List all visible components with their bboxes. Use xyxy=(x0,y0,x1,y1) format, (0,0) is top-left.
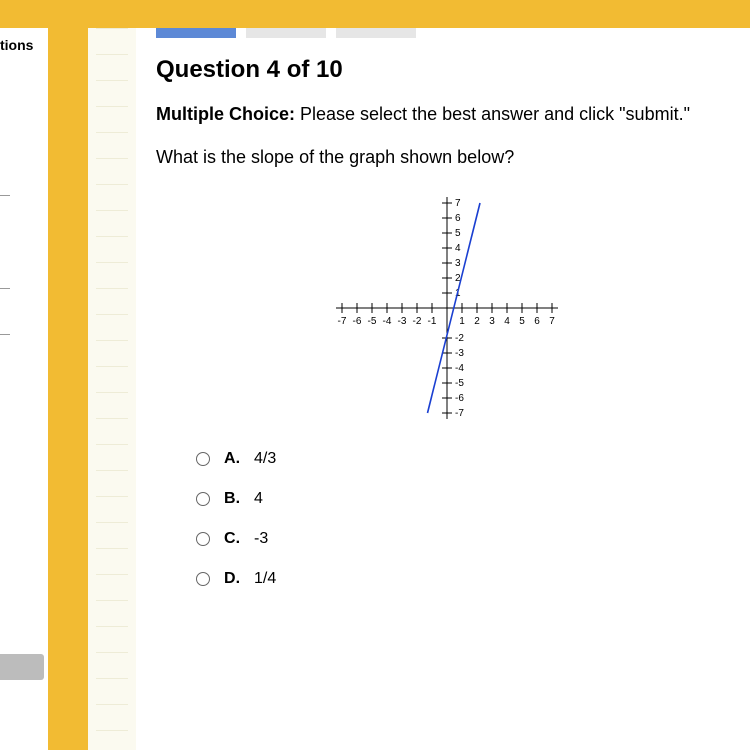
svg-text:-4: -4 xyxy=(455,363,464,374)
svg-text:-3: -3 xyxy=(455,348,464,359)
question-type-label: Multiple Choice: xyxy=(156,104,295,124)
svg-text:-3: -3 xyxy=(398,316,407,327)
option-value: 1/4 xyxy=(254,570,276,588)
svg-text:4: 4 xyxy=(455,243,461,254)
option-value: -3 xyxy=(254,530,268,548)
svg-text:-5: -5 xyxy=(368,316,377,327)
svg-text:-2: -2 xyxy=(455,333,464,344)
svg-text:5: 5 xyxy=(455,228,461,239)
svg-text:-6: -6 xyxy=(353,316,362,327)
accent-strip xyxy=(48,28,88,750)
svg-text:-1: -1 xyxy=(428,316,437,327)
answer-options: A 4/3 B 4 C -3 D 1/4 xyxy=(196,450,738,588)
option-value: 4/3 xyxy=(254,450,276,468)
top-accent-bar xyxy=(0,0,750,28)
svg-text:3: 3 xyxy=(455,258,461,269)
svg-text:3: 3 xyxy=(489,316,495,327)
option-c[interactable]: C -3 xyxy=(196,530,738,548)
svg-text:2: 2 xyxy=(474,316,480,327)
svg-text:-2: -2 xyxy=(413,316,422,327)
svg-text:5: 5 xyxy=(519,316,525,327)
radio-icon xyxy=(196,572,210,586)
question-instruction: Multiple Choice: Please select the best … xyxy=(156,102,738,127)
question-content: Question 4 of 10 Multiple Choice: Please… xyxy=(138,12,750,750)
option-d[interactable]: D 1/4 xyxy=(196,570,738,588)
sidebar-collapse-button[interactable] xyxy=(0,654,44,680)
left-panel xyxy=(0,28,48,750)
graph-container: -7-6-5-4-3-2-112345671234567-2-3-4-5-6-7 xyxy=(156,188,738,428)
sidebar-divider xyxy=(0,195,10,196)
svg-text:7: 7 xyxy=(455,198,461,209)
option-letter: D xyxy=(224,570,244,588)
svg-text:-4: -4 xyxy=(383,316,392,327)
svg-text:-7: -7 xyxy=(338,316,347,327)
svg-text:6: 6 xyxy=(534,316,540,327)
slope-graph: -7-6-5-4-3-2-112345671234567-2-3-4-5-6-7 xyxy=(327,188,567,428)
svg-text:7: 7 xyxy=(549,316,555,327)
svg-text:6: 6 xyxy=(455,213,461,224)
radio-icon xyxy=(196,532,210,546)
svg-text:-7: -7 xyxy=(455,408,464,419)
svg-text:-5: -5 xyxy=(455,378,464,389)
svg-text:1: 1 xyxy=(459,316,465,327)
option-a[interactable]: A 4/3 xyxy=(196,450,738,468)
question-instruction-text: Please select the best answer and click … xyxy=(295,104,690,124)
option-value: 4 xyxy=(254,490,263,508)
svg-text:4: 4 xyxy=(504,316,510,327)
sidebar-divider xyxy=(0,288,10,289)
option-letter: B xyxy=(224,490,244,508)
radio-icon xyxy=(196,452,210,466)
sidebar-label-fragment: tions xyxy=(0,35,33,55)
option-b[interactable]: B 4 xyxy=(196,490,738,508)
question-title: Question 4 of 10 xyxy=(156,56,738,84)
option-letter: A xyxy=(224,450,244,468)
svg-text:-6: -6 xyxy=(455,393,464,404)
sidebar-divider xyxy=(0,334,10,335)
question-prompt: What is the slope of the graph shown bel… xyxy=(156,147,738,168)
option-letter: C xyxy=(224,530,244,548)
notebook-margin xyxy=(88,28,136,750)
radio-icon xyxy=(196,492,210,506)
